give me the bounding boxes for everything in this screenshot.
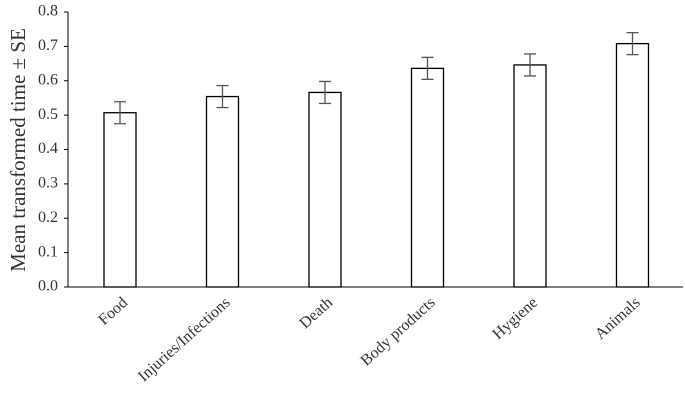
- y-tick-label: 0.2: [38, 209, 58, 226]
- bar: [410, 67, 445, 288]
- bar: [205, 95, 240, 288]
- y-tick-label: 0.4: [38, 140, 58, 157]
- y-tick-label: 0.6: [38, 71, 58, 88]
- bar: [103, 112, 137, 288]
- x-tick-label: Injuries/Infections: [135, 294, 234, 385]
- x-tick-label: Food: [95, 294, 131, 329]
- y-tick-label: 0.3: [38, 175, 58, 192]
- x-tick-label: Animals: [592, 294, 644, 343]
- y-tick-label: 0.8: [38, 3, 58, 20]
- y-tick-label: 0.7: [38, 37, 58, 54]
- x-tick-label: Death: [296, 294, 336, 332]
- y-tick-label: 0.0: [38, 278, 58, 295]
- y-axis-label: Mean transformed time ± SE: [6, 28, 30, 272]
- bar: [513, 64, 547, 288]
- bar: [308, 91, 342, 288]
- x-tick-label: Body products: [358, 294, 439, 369]
- y-tick-label: 0.5: [38, 106, 58, 123]
- x-tick-label: Hygiene: [489, 294, 541, 343]
- bar: [615, 42, 650, 288]
- y-tick-label: 0.1: [38, 243, 58, 260]
